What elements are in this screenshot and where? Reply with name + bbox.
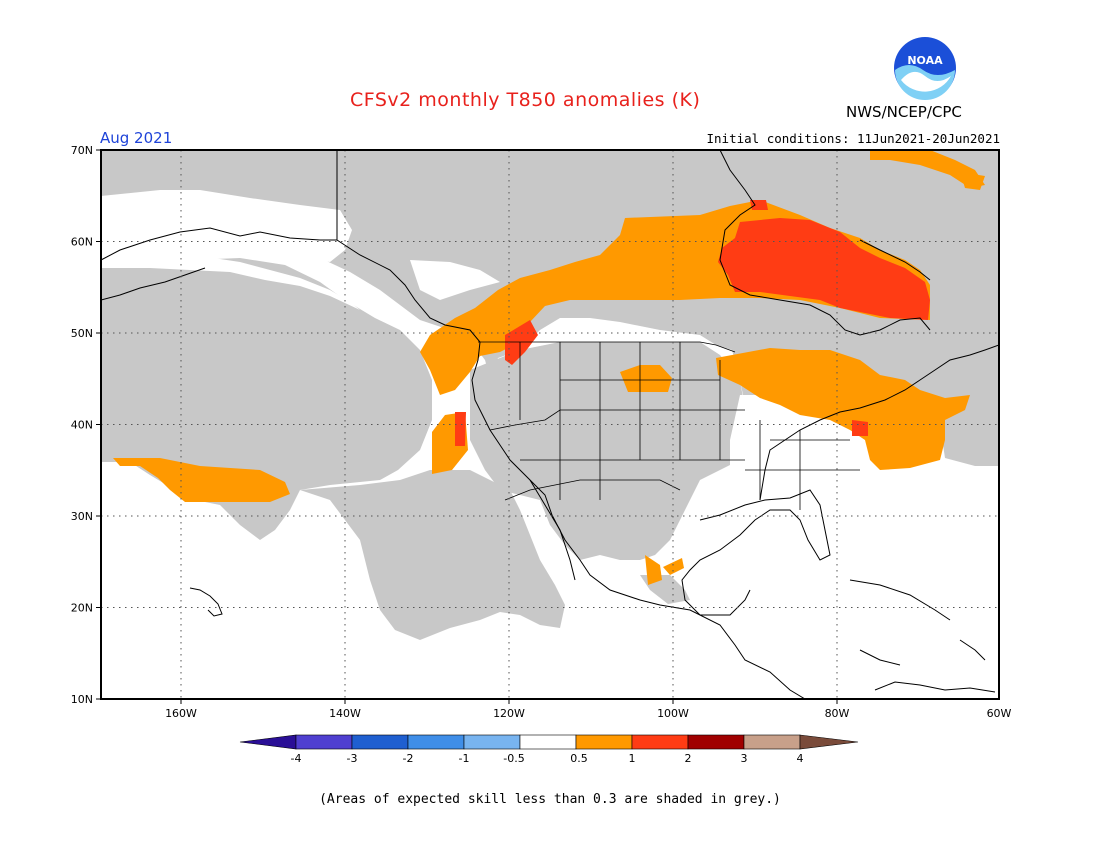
chart-title: CFSv2 monthly T850 anomalies (K): [350, 89, 701, 111]
lon-label: 80W: [825, 707, 850, 720]
noaa-logo-icon: NOAA: [894, 37, 956, 100]
lon-label: 60W: [987, 707, 1012, 720]
colorbar-tick-label: 1: [629, 752, 636, 765]
colorbar-segment: [631, 734, 689, 750]
lat-label: 30N: [71, 510, 93, 523]
latitude-axis: 70N 60N 50N 40N 30N 20N 10N: [71, 144, 101, 706]
coastlines: [101, 150, 999, 699]
lat-label: 20N: [71, 602, 93, 615]
colorbar-tick-label: -3: [347, 752, 358, 765]
colorbar-tick-label: 4: [797, 752, 804, 765]
lat-label: 10N: [71, 693, 93, 706]
colorbar-segment: [519, 734, 577, 750]
colorbar-segment: [799, 734, 859, 750]
colorbar-segment: [295, 734, 353, 750]
lon-label: 140W: [329, 707, 361, 720]
colorbar-segment: [407, 734, 465, 750]
lon-label: 100W: [657, 707, 689, 720]
colorbar-tick-label: 3: [741, 752, 748, 765]
colorbar-tick-label: 2: [685, 752, 692, 765]
footnote: (Areas of expected skill less than 0.3 a…: [319, 792, 781, 807]
colorbar-tick-label: 0.5: [570, 752, 588, 765]
colorbar-tick-label: -0.5: [503, 752, 524, 765]
colorbar-segment: [743, 734, 801, 750]
colorbar-tick-label: -1: [459, 752, 470, 765]
lat-label: 70N: [71, 144, 93, 157]
logo-text: NOAA: [907, 54, 943, 67]
longitude-axis: 160W 140W 120W 100W 80W 60W: [165, 699, 1012, 720]
colorbar-segment: [687, 734, 745, 750]
colorbar-segment: [463, 734, 521, 750]
lon-label: 160W: [165, 707, 197, 720]
forecast-month: Aug 2021: [100, 129, 173, 147]
colorbar-tick-label: -2: [403, 752, 414, 765]
lat-label: 40N: [71, 419, 93, 432]
anomaly-1-to-2: [455, 200, 930, 446]
initial-conditions: Initial conditions: 11Jun2021-20Jun2021: [706, 131, 1001, 146]
colorbar-segment: [575, 734, 633, 750]
colorbar-segment: [351, 734, 409, 750]
graticule: [101, 150, 999, 699]
lon-label: 120W: [493, 707, 525, 720]
lat-label: 50N: [71, 327, 93, 340]
colorbar-segment: [239, 734, 297, 750]
political-borders: [478, 341, 860, 510]
colorbar-tick-label: -4: [291, 752, 302, 765]
organization-label: NWS/NCEP/CPC: [846, 103, 962, 121]
lat-label: 60N: [71, 236, 93, 249]
